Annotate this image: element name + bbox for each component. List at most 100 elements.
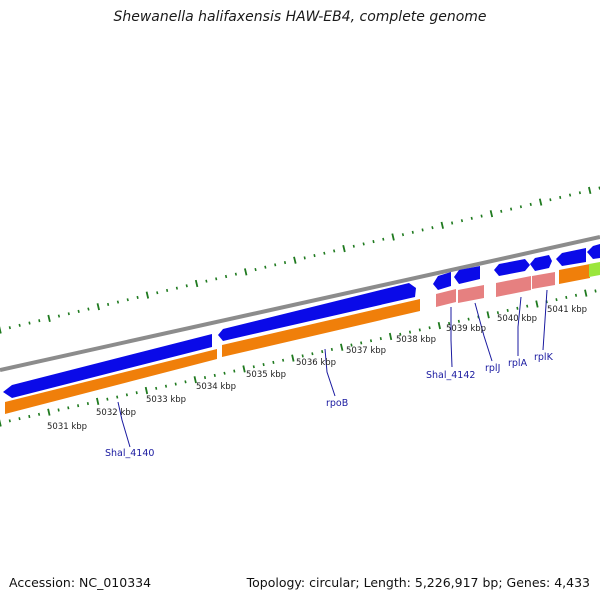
gene-label-shal-4140[interactable]: Shal_4140 — [105, 448, 154, 459]
gene-green-edge[interactable] — [589, 262, 600, 277]
tick-label-5037: 5037 kbp — [346, 346, 386, 356]
inner-minor-tick — [399, 332, 402, 336]
outer-minor-tick — [156, 291, 159, 295]
gene-shal-4142-rrna[interactable] — [436, 289, 456, 307]
gene-orange-next[interactable] — [559, 264, 590, 284]
inner-minor-tick — [379, 337, 382, 341]
topology-text: Topology: circular; Length: 5,226,917 bp… — [246, 575, 590, 590]
inner-minor-tick — [223, 371, 226, 375]
outer-minor-tick — [460, 219, 464, 223]
outer-major-tick — [342, 244, 346, 253]
gene-label-rpob[interactable]: rpoB — [326, 398, 348, 409]
gene-features — [3, 244, 600, 414]
tick-label-5039: 5039 kbp — [446, 324, 486, 334]
outer-minor-tick — [372, 240, 375, 244]
gene-shal-4142-arrow[interactable] — [433, 272, 451, 290]
gene-rplk-arrow[interactable] — [530, 255, 552, 271]
gene-label-rplk[interactable]: rplK — [534, 352, 554, 363]
tick-label-5032: 5032 kbp — [96, 408, 136, 418]
gene-rplk-rrna[interactable] — [532, 272, 555, 289]
inner-minor-tick — [67, 406, 70, 410]
gene-label-shal-4142[interactable]: Shal_4142 — [426, 370, 475, 381]
gene-orange-right[interactable] — [222, 299, 420, 357]
inner-minor-tick — [311, 352, 314, 356]
outer-major-tick — [440, 221, 444, 229]
gene-shal-4140-arrow[interactable] — [3, 334, 212, 398]
inner-minor-tick — [106, 397, 109, 401]
connector-rpla — [517, 296, 522, 356]
inner-minor-tick — [135, 391, 138, 395]
outer-minor-tick — [87, 307, 90, 311]
gene-rplj-rrna[interactable] — [458, 285, 484, 303]
inner-minor-tick — [428, 326, 431, 330]
inner-major-tick — [291, 354, 295, 362]
outer-minor-tick — [57, 314, 61, 318]
outer-major-tick — [145, 291, 150, 299]
tick-label-5035: 5035 kbp — [246, 370, 286, 380]
inner-major-tick — [0, 419, 2, 427]
gene-next-arrow[interactable] — [556, 248, 586, 266]
outer-minor-tick — [38, 319, 41, 323]
tick-label-5040: 5040 kbp — [497, 314, 537, 324]
inner-minor-tick — [555, 298, 558, 302]
inner-minor-tick — [77, 404, 80, 408]
tick-label-5033: 5033 kbp — [146, 395, 186, 405]
gene-orange-left[interactable] — [5, 349, 217, 414]
inner-minor-tick — [28, 414, 31, 419]
outer-minor-tick — [470, 216, 473, 220]
inner-minor-tick — [272, 360, 275, 364]
outer-major-tick — [96, 303, 100, 311]
gene-rplj-arrow[interactable] — [454, 266, 480, 284]
outer-minor-tick — [382, 237, 385, 241]
map-title: Shewanella halifaxensis HAW-EB4, complet… — [113, 9, 487, 25]
outer-minor-tick — [205, 279, 208, 283]
inner-minor-tick — [18, 417, 21, 421]
inner-minor-tick — [164, 384, 168, 388]
tick-label-5036: 5036 kbp — [296, 358, 336, 368]
gene-rpla-rrna[interactable] — [496, 276, 531, 297]
inner-minor-tick — [203, 376, 207, 380]
outer-minor-tick — [283, 261, 287, 265]
inner-major-tick — [388, 332, 393, 341]
outer-minor-tick — [421, 228, 424, 232]
outer-minor-tick — [77, 309, 80, 313]
inner-minor-tick — [213, 373, 216, 377]
outer-minor-tick — [116, 300, 120, 304]
accession-text: Accession: NC_010334 — [9, 575, 152, 590]
outer-minor-tick — [529, 202, 532, 206]
inner-major-tick — [535, 300, 539, 308]
outer-minor-tick — [510, 207, 513, 211]
outer-minor-tick — [185, 284, 188, 288]
outer-minor-tick — [352, 244, 355, 248]
outer-minor-tick — [274, 263, 277, 267]
inner-minor-tick — [37, 412, 41, 416]
tick-label-5041: 5041 kbp — [547, 305, 587, 315]
inner-minor-tick — [301, 354, 304, 358]
inner-minor-tick — [457, 319, 460, 323]
gene-label-rpla[interactable]: rplA — [508, 358, 528, 369]
connector-shal-4140 — [117, 401, 131, 448]
inner-minor-tick — [282, 358, 285, 362]
connector-shal-4142 — [450, 307, 453, 368]
gene-label-rplj[interactable]: rplJ — [485, 363, 500, 374]
outer-minor-tick — [333, 249, 336, 253]
label-connectors — [117, 289, 548, 448]
outer-minor-tick — [126, 298, 129, 302]
outer-minor-tick — [18, 323, 21, 327]
connector-rpob — [324, 348, 336, 397]
inner-major-tick — [144, 386, 149, 395]
gene-edge-arrow[interactable] — [587, 244, 600, 259]
inner-minor-tick — [516, 306, 519, 310]
outer-minor-tick — [107, 302, 110, 306]
outer-minor-tick — [28, 321, 31, 325]
gene-rpla-arrow[interactable] — [494, 259, 530, 276]
inner-minor-tick — [252, 365, 255, 369]
inner-minor-tick — [330, 347, 333, 351]
inner-minor-tick — [116, 395, 119, 399]
connector-rplj — [474, 302, 493, 362]
inner-minor-tick — [467, 317, 470, 321]
tick-label-5034: 5034 kbp — [196, 382, 236, 392]
gene-rpob-arrow[interactable] — [218, 283, 416, 341]
